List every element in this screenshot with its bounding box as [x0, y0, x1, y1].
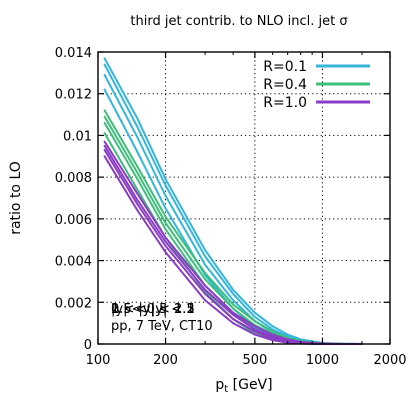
x-axis-label-main: p — [215, 377, 224, 393]
annotation: |y| < 0.50.5 < |y| < 11 < |y| < 1.51.5 <… — [111, 302, 213, 334]
annotation-text: 1 < |y| < 1.5 — [111, 302, 195, 317]
x-axis-label-subscript: t — [224, 384, 228, 395]
y-tick-label: 0.004 — [55, 255, 92, 270]
y-tick-label: 0.012 — [55, 88, 92, 103]
plot-frame — [97, 51, 391, 345]
annotation-text: 1.5 < |y| < 2 — [111, 302, 195, 317]
x-tick-label: 200 — [153, 353, 178, 368]
annotation-text: 0.5 < |y| < 1 — [111, 302, 195, 317]
axis-ticks: 0 0.002 0.004 0.006 0.008 0.01 0.012 0.014 100 20… — [55, 46, 407, 368]
y-axis-label: ratio to LO — [8, 161, 24, 235]
x-axis-label: pt [GeV] — [215, 377, 272, 395]
legend-label: R=1.0 — [263, 95, 307, 111]
legend-label: R=0.4 — [263, 77, 307, 93]
x-axis-label-unit: [GeV] — [228, 377, 272, 393]
legend-label: R=0.1 — [263, 59, 307, 75]
annotation-text: pp, 7 TeV, CT10 — [111, 319, 213, 334]
x-tick-label: 100 — [86, 353, 111, 368]
y-tick-label: 0.002 — [55, 296, 92, 311]
x-tick-label: 1000 — [306, 353, 339, 368]
y-tick-label: 0.01 — [63, 129, 92, 144]
legend: R=0.1 R=0.4 R=1.0 — [263, 59, 370, 111]
y-tick-label: 0 — [84, 338, 92, 353]
chart-title: third jet contrib. to NLO incl. jet σ — [130, 14, 347, 29]
y-tick-label: 0.014 — [55, 46, 92, 61]
annotation-text: |y| < 0.5 — [111, 302, 167, 317]
y-tick-label: 0.006 — [55, 213, 92, 228]
x-tick-label: 2000 — [373, 353, 406, 368]
y-tick-label: 0.008 — [55, 171, 92, 186]
x-tick-label: 500 — [242, 353, 267, 368]
annotation-text: 2 < |y| < 2.5 — [111, 302, 195, 317]
